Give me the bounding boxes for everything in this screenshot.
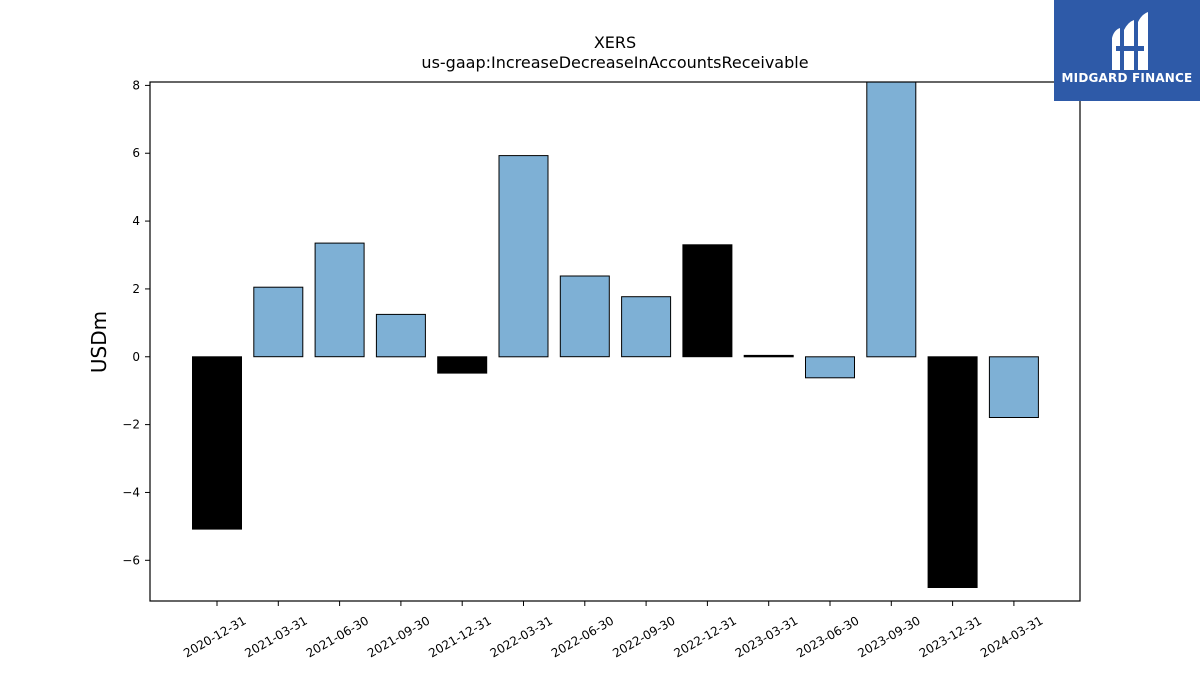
y-tick-label: 0 [132,350,140,364]
x-tick-label: 2023-09-30 [855,613,922,660]
x-tick-label: 2024-03-31 [978,613,1045,660]
plot-frame [149,81,1081,602]
y-tick-label: 6 [132,146,140,160]
y-tick-label: 4 [132,214,140,228]
bar-2022-03-31 [498,155,549,358]
bar-2023-06-30 [805,356,855,379]
bar-2021-09-30 [375,313,426,358]
y-tick-label: −4 [122,485,140,499]
bar-2022-12-31 [682,244,733,358]
x-tick-label: 2021-12-31 [426,613,493,660]
bar-2021-12-31 [437,356,488,374]
x-tick-label: 2023-12-31 [917,613,984,660]
bar-2020-12-31 [192,356,242,530]
bar-2021-06-30 [314,242,365,358]
x-axis: 2020-12-312021-03-312021-06-302021-09-30… [181,601,1045,660]
y-tick-label: −2 [122,418,140,432]
bar-2022-09-30 [621,296,672,358]
y-tick-label: 2 [132,282,140,296]
x-tick-label: 2022-03-31 [488,613,555,660]
bar-2024-03-31 [988,356,1039,418]
bar-2022-06-30 [559,275,610,358]
logo-text: MIDGARD FINANCE [1061,71,1193,85]
bars-group [192,81,1039,588]
chart-subtitle: us-gaap:IncreaseDecreaseInAccountsReceiv… [421,53,808,72]
x-tick-label: 2022-09-30 [610,613,677,660]
x-tick-label: 2023-06-30 [794,613,861,660]
x-tick-label: 2021-09-30 [365,613,432,660]
x-tick-label: 2021-06-30 [304,613,371,660]
logo-mark-icon [1112,12,1148,70]
x-tick-label: 2020-12-31 [181,613,248,660]
x-tick-label: 2022-12-31 [671,613,738,660]
bar-2021-03-31 [253,286,304,358]
y-axis-label: USDm [87,311,111,373]
x-tick-label: 2021-03-31 [242,613,309,660]
x-tick-label: 2022-06-30 [549,613,616,660]
y-axis: 8 6 4 2 0 −2 −4 −6 [122,78,150,567]
bar-2023-12-31 [927,356,978,588]
midgard-finance-logo: MIDGARD FINANCE [1054,0,1200,101]
bar-2023-03-31 [743,354,794,358]
y-tick-label: 8 [132,78,140,92]
y-tick-label: −6 [122,553,140,567]
chart-title: XERS [594,33,636,52]
bar-2023-09-30 [866,81,917,358]
x-tick-label: 2023-03-31 [733,613,800,660]
